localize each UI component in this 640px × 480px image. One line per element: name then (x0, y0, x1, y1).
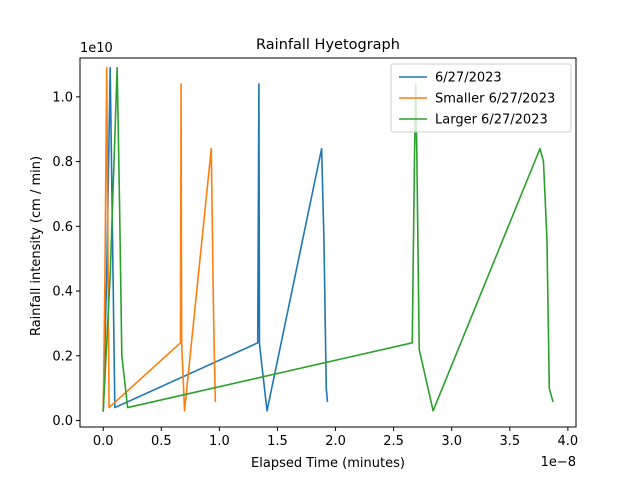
x-tick-label: 2.0 (325, 434, 346, 449)
series-line-2 (102, 66, 217, 412)
x-tick-label: 0.5 (151, 434, 172, 449)
y-tick-label: 0.6 (52, 220, 73, 235)
axes-frame (79, 57, 577, 428)
x-axis-label: Elapsed Time (minutes) (251, 456, 405, 471)
legend-box (390, 63, 572, 133)
x-tick-label: 4.0 (558, 434, 579, 449)
y-tick-label: 0.8 (52, 155, 73, 170)
y-tick-label: 0.4 (52, 285, 73, 300)
y-axis-offset-text: 1e10 (80, 41, 113, 56)
x-axis-offset-text: 1e−8 (541, 455, 576, 470)
x-tick-label: 0.0 (93, 434, 114, 449)
y-tick-label: 0.0 (52, 414, 73, 429)
chart-title: Rainfall Hyetograph (256, 37, 400, 53)
legend-label: Larger 6/27/2023 (435, 113, 548, 128)
x-tick-label: 1.0 (209, 434, 230, 449)
legend-label: 6/27/2023 (435, 71, 502, 86)
x-tick-label: 3.0 (441, 434, 462, 449)
series-line-1 (102, 66, 329, 412)
legend-label: Smaller 6/27/2023 (435, 92, 555, 107)
y-tick-label: 0.2 (52, 349, 73, 364)
y-axis-label: Rainfall intensity (cm / min) (29, 156, 44, 336)
x-tick-label: 1.5 (267, 434, 288, 449)
y-tick-label: 1.0 (52, 90, 73, 105)
x-tick-label: 2.5 (383, 434, 404, 449)
x-tick-label: 3.5 (499, 434, 520, 449)
legend: 6/27/2023 Smaller 6/27/2023 Larger 6/27/20… (390, 63, 572, 133)
